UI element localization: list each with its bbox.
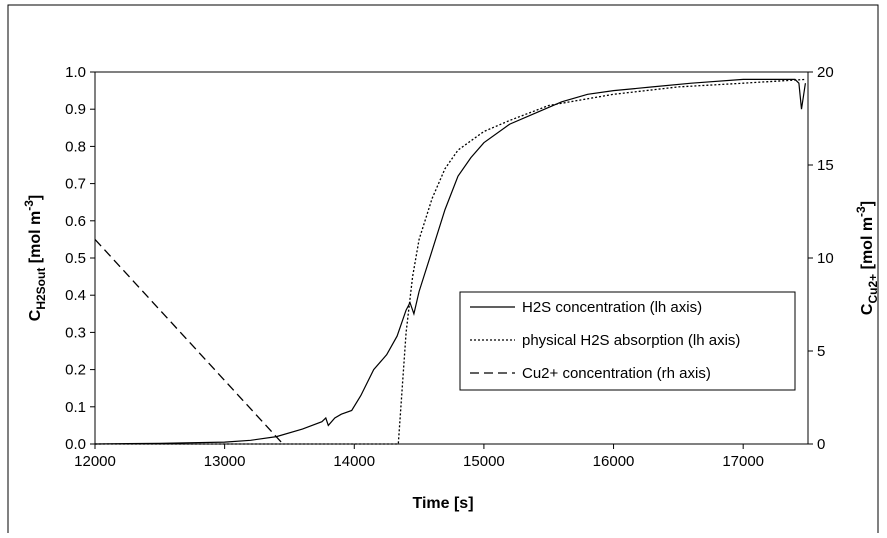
y-tick-label: 0.1	[65, 399, 86, 416]
y2-tick-label: 5	[817, 343, 825, 360]
x-tick-label: 16000	[593, 453, 635, 470]
y2-tick-label: 10	[817, 250, 834, 267]
y-tick-label: 0.7	[65, 176, 86, 193]
y2-tick-label: 20	[817, 64, 834, 81]
x-tick-label: 13000	[204, 453, 246, 470]
y-tick-label: 0.9	[65, 101, 86, 118]
y2-tick-label: 0	[817, 436, 825, 453]
y-tick-label: 0.6	[65, 213, 86, 230]
x-axis-label: Time [s]	[412, 495, 473, 512]
axis-label-part: -3	[854, 206, 868, 217]
legend-label: H2S concentration (lh axis)	[522, 299, 702, 316]
axis-label-part: Cu2+	[866, 274, 880, 304]
y-tick-label: 0.4	[65, 287, 86, 304]
chart-frame	[7, 4, 879, 538]
y-tick-label: 0.8	[65, 138, 86, 155]
y-tick-label: 0.0	[65, 436, 86, 453]
y-tick-label: 0.5	[65, 250, 86, 267]
series-line	[94, 238, 284, 445]
x-tick-label: 17000	[722, 453, 764, 470]
x-tick-label: 15000	[463, 453, 505, 470]
axis-label-part: C	[859, 303, 876, 315]
axis-label-part: -3	[22, 200, 36, 211]
series-line	[94, 78, 806, 445]
axis-label-part: C	[27, 309, 44, 321]
axis-label: CCu2+ [mol m-3]	[854, 201, 880, 315]
legend-label: Cu2+ concentration (rh axis)	[522, 365, 711, 382]
axis-label-part: [mol m	[859, 217, 876, 274]
axis-label-part: ]	[859, 201, 876, 206]
legend-label: physical H2S absorption (lh axis)	[522, 332, 740, 349]
y2-tick-label: 15	[817, 157, 834, 174]
y-tick-label: 0.3	[65, 324, 86, 341]
y-tick-label: 0.2	[65, 362, 86, 379]
axis-label: CH2Sout [mol m-3]	[22, 195, 48, 321]
x-tick-label: 12000	[74, 453, 116, 470]
legend: H2S concentration (lh axis) physical H2S …	[459, 291, 796, 391]
axis-label-part: ]	[27, 195, 44, 200]
y-tick-label: 1.0	[65, 64, 86, 81]
x-tick-label: 14000	[333, 453, 375, 470]
axis-label-part: H2Sout	[34, 268, 48, 310]
series-line	[95, 78, 806, 445]
legend-box	[459, 291, 796, 391]
axis-label-part: [mol m	[27, 211, 44, 268]
